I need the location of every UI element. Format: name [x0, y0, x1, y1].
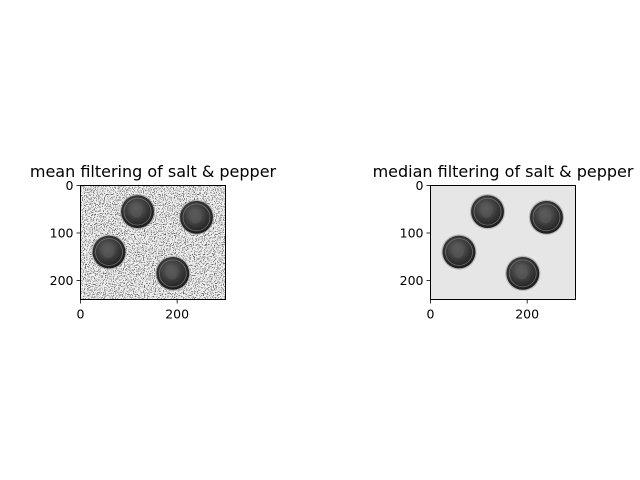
axes-frame	[430, 185, 576, 300]
axis-ticks: 0 200 0 100 200	[400, 178, 540, 322]
coin	[441, 234, 477, 270]
x-tick-label: 200	[515, 307, 539, 322]
x-tick-label: 0	[427, 307, 435, 322]
coin	[178, 199, 215, 235]
y-tick-label: 200	[50, 273, 74, 288]
coin	[505, 255, 541, 292]
subplot-title: mean filtering of salt & pepper	[30, 162, 277, 181]
y-tick-label: 0	[416, 178, 424, 193]
coin	[155, 255, 191, 292]
coin	[528, 199, 565, 235]
coin	[91, 234, 127, 270]
axes-frame	[80, 185, 226, 300]
subplot-mean: mean filtering of salt & pepper 0 200 0 100…	[30, 162, 277, 322]
y-tick-label: 100	[50, 226, 74, 241]
image-mean	[80, 185, 226, 300]
coin-group	[91, 193, 215, 292]
y-tick-label: 200	[400, 273, 424, 288]
coin	[469, 193, 506, 230]
image-median	[430, 185, 576, 300]
x-tick-label: 0	[77, 307, 85, 322]
x-tick-label: 200	[165, 307, 189, 322]
y-tick-label: 100	[400, 226, 424, 241]
y-tick-label: 0	[66, 178, 74, 193]
subplot-median: median filtering of salt & pepper 0 200 0 1…	[373, 162, 634, 322]
coin-group	[441, 193, 565, 292]
coin	[119, 193, 156, 230]
axis-ticks: 0 200 0 100 200	[50, 178, 190, 322]
subplot-title: median filtering of salt & pepper	[373, 162, 634, 181]
